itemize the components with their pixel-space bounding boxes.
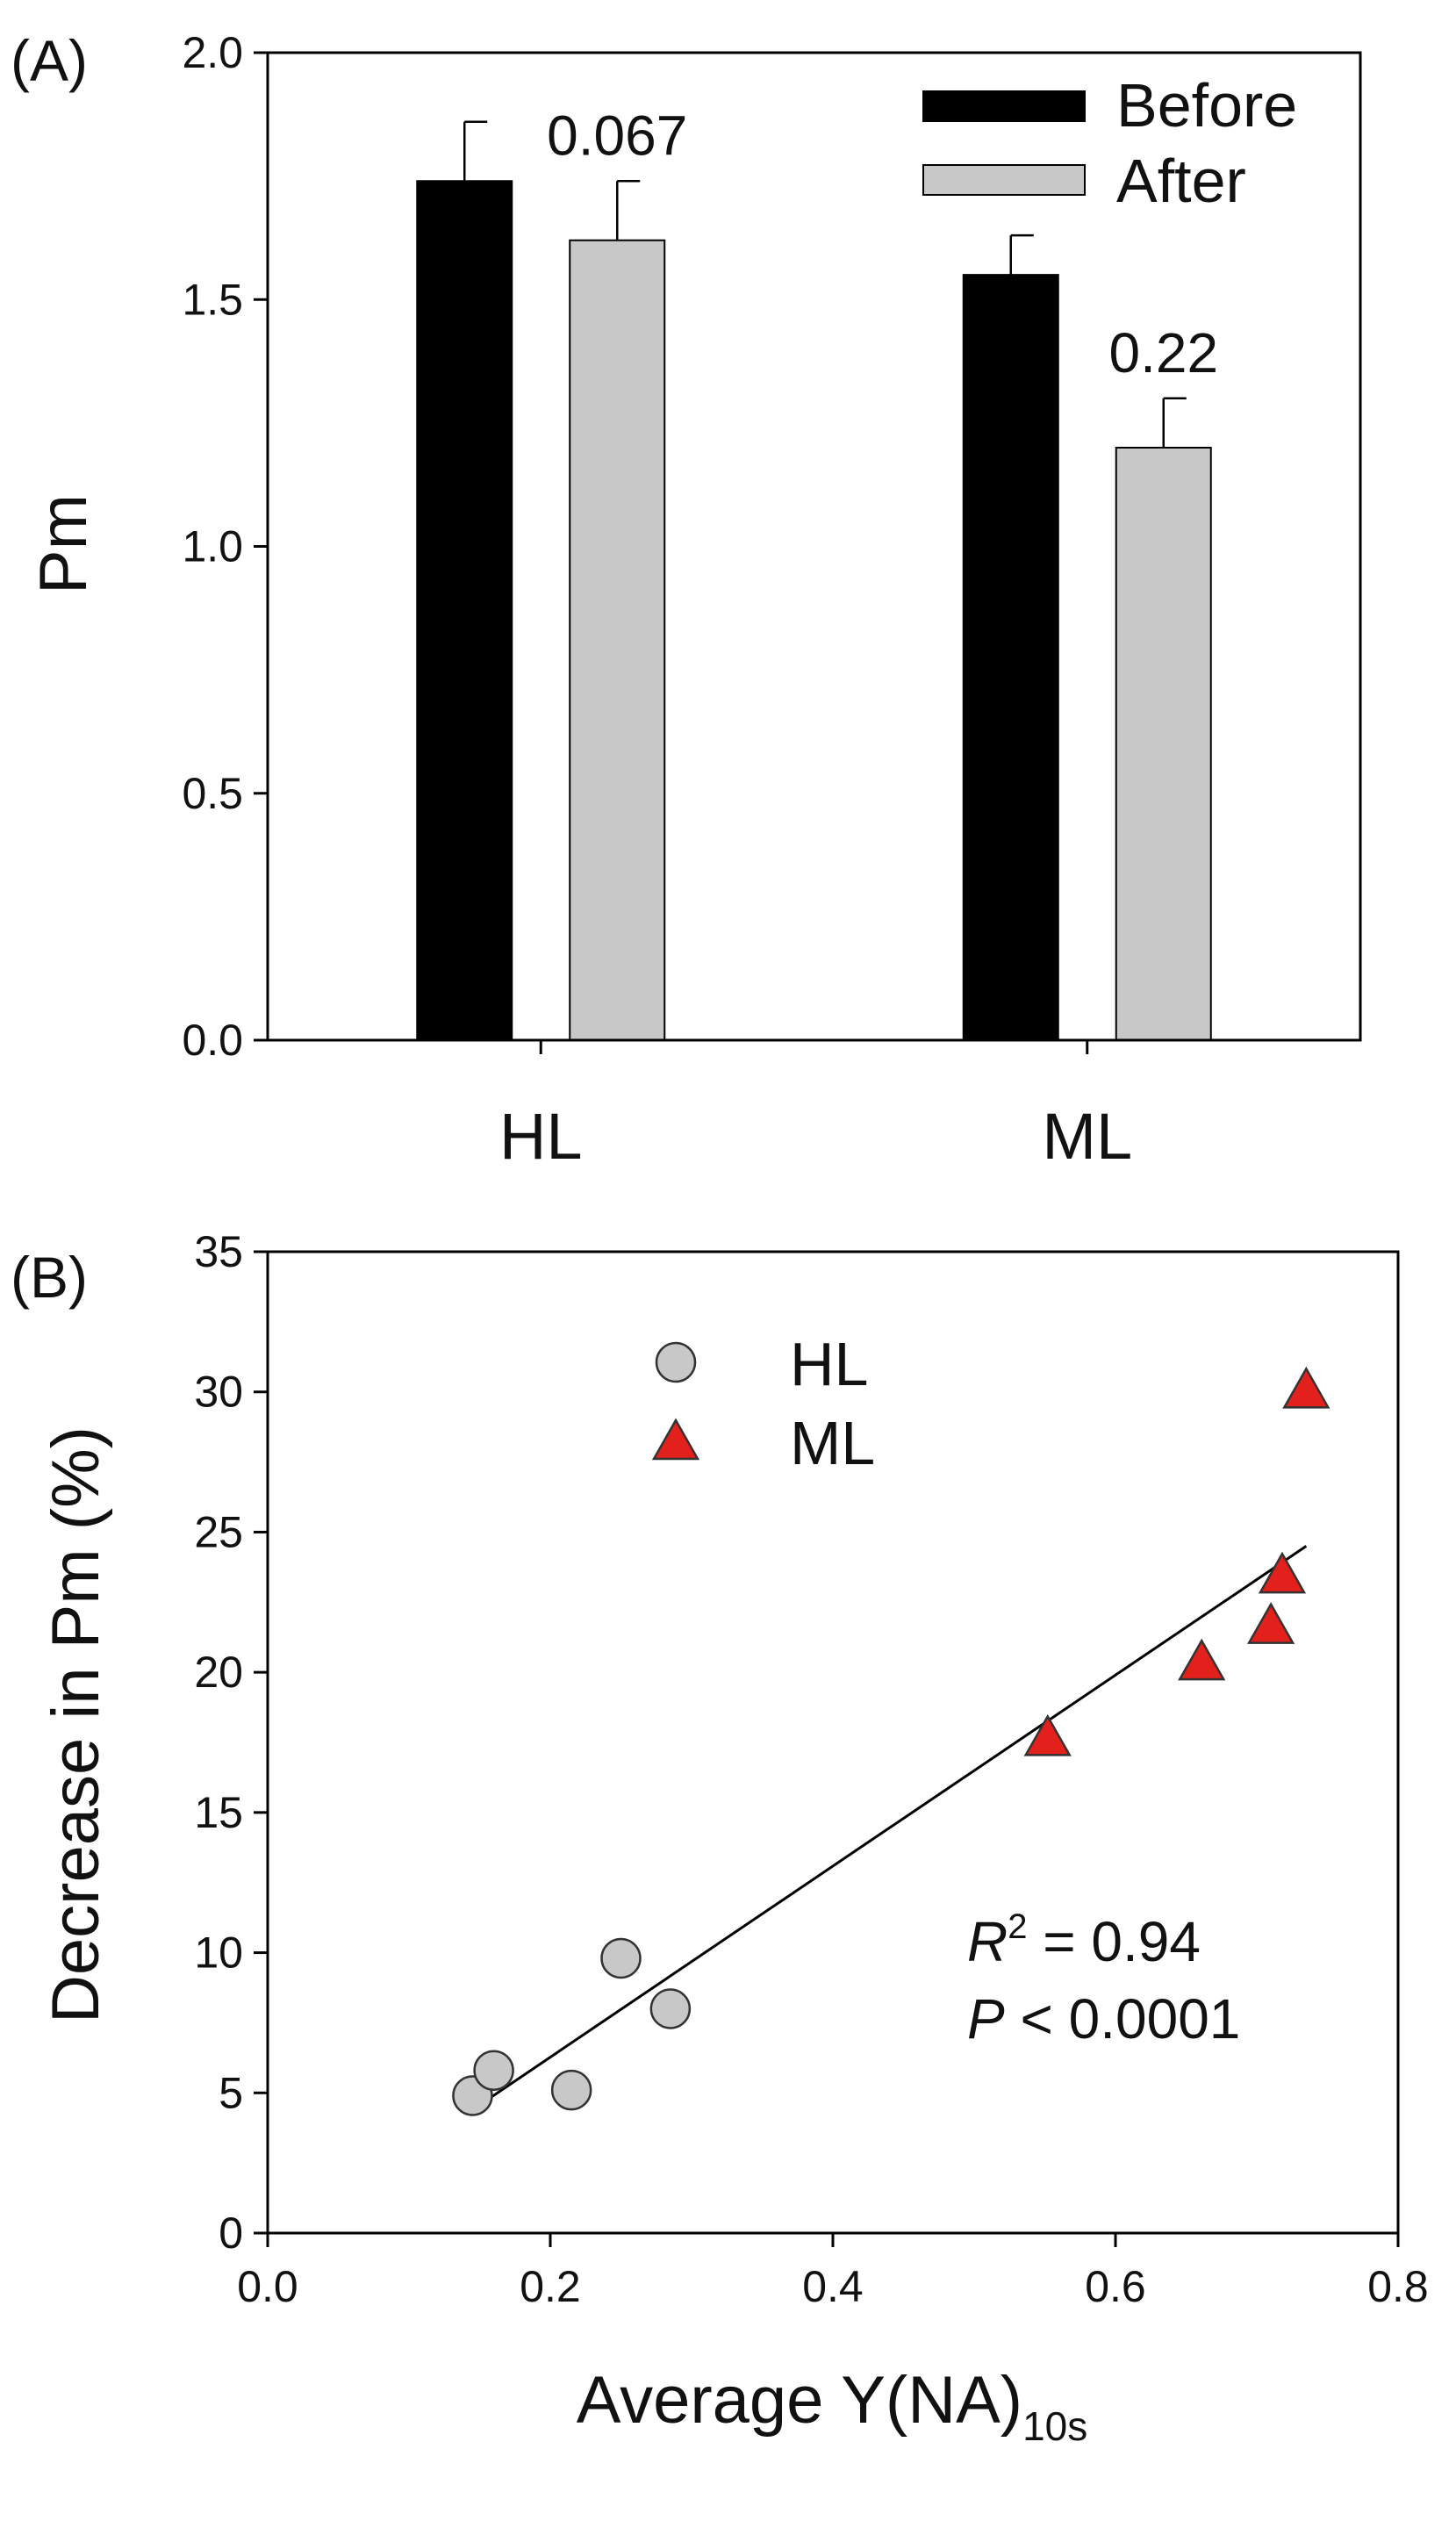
point-ml <box>1246 1602 1295 1644</box>
panel-b-y-tick-label: 35 <box>194 1227 243 1276</box>
point-ml <box>1023 1713 1072 1756</box>
panel-b-x-tick-label: 0.6 <box>1085 2262 1146 2311</box>
panel-a-annotation-ml: 0.22 <box>1108 321 1218 384</box>
panel-b-y-tick-label: 5 <box>219 2068 243 2117</box>
panel-b-y-tick-label: 25 <box>194 1507 243 1556</box>
panel-b-y-tick-label: 0 <box>219 2208 243 2258</box>
panel-a-y-tick-label: 0.0 <box>182 1016 243 1065</box>
legend-marker-hl <box>655 1341 697 1383</box>
panel-a-x-ticks <box>539 1040 1089 1054</box>
panel-b-points <box>452 1366 1330 2116</box>
panel-a-category-ml: ML <box>1042 1100 1132 1173</box>
bar-before-hl <box>416 180 513 1041</box>
point-ml <box>1258 1551 1307 1594</box>
point-ml <box>1282 1366 1330 1409</box>
panel-b-plot-frame <box>266 1250 1400 2235</box>
panel-b-x-ticks: 0.0 0.2 0.4 0.6 0.8 <box>237 2233 1429 2311</box>
panel-a-bars <box>416 180 1212 1041</box>
point-hl <box>600 1937 642 1979</box>
panel-a-y-tick-label: 1.0 <box>182 522 243 571</box>
panel-b-label: (B) <box>11 1245 88 1310</box>
legend-label-after: After <box>1116 147 1246 215</box>
panel-a-y-tick-label: 0.5 <box>182 769 243 818</box>
panel-b-legend: HL ML <box>651 1330 875 1477</box>
panel-a-annotation-hl: 0.067 <box>547 104 687 167</box>
panel-a-legend: Before After <box>922 71 1297 215</box>
panel-a-error-bars <box>463 120 1187 448</box>
panel-b-scatter-chart: (B) Decrease in Pm (%) 0 5 10 15 20 25 30 35 0.… <box>11 1227 1429 2449</box>
panel-a-plot-frame <box>266 51 1362 1042</box>
legend-label-before: Before <box>1116 71 1297 140</box>
panel-b-y-tick-label: 30 <box>194 1368 243 1417</box>
panel-b-x-tick-label: 0.4 <box>802 2262 864 2311</box>
legend-label-hl: HL <box>790 1330 868 1398</box>
panel-b-y-ticks: 0 5 10 15 20 25 30 35 <box>194 1227 268 2258</box>
panel-a-bar-chart: (A) Pm 0.00.51.01.52.0 0.067 0.22 HL ML … <box>11 28 1362 1173</box>
legend-label-ml: ML <box>790 1409 875 1477</box>
panel-a-y-ticks: 0.0 0.5 1.0 1.5 2.0 <box>182 28 268 1065</box>
panel-b-y-tick-label: 10 <box>194 1928 243 1978</box>
panel-b-x-tick-label: 0.0 <box>237 2262 298 2311</box>
legend-swatch-after <box>922 164 1086 196</box>
legend-swatch-before <box>922 90 1086 122</box>
point-hl <box>649 1988 692 2029</box>
panel-b-y-tick-label: 15 <box>194 1788 243 1837</box>
panel-b-x-tick-label: 0.2 <box>520 2262 581 2311</box>
point-hl <box>473 2050 514 2091</box>
bar-after-ml <box>1115 447 1212 1041</box>
panel-a-y-axis-title: Pm <box>26 494 101 594</box>
panel-b-y-tick-label: 20 <box>194 1648 243 1697</box>
point-ml <box>1178 1638 1226 1681</box>
bar-after-hl <box>569 239 666 1041</box>
panel-a-category-hl: HL <box>499 1100 583 1173</box>
bar-before-ml <box>962 274 1059 1041</box>
legend-marker-ml <box>651 1418 700 1461</box>
regression-line <box>471 1545 1308 2111</box>
panel-a-y-tick-label: 2.0 <box>182 28 243 77</box>
panel-b-x-tick-label: 0.8 <box>1367 2262 1429 2311</box>
p-value-text: P < 0.0001 <box>967 1987 1240 2050</box>
r-squared-text: R2 = 0.94 <box>967 1907 1201 1973</box>
panel-b-y-axis-title: Decrease in Pm (%) <box>39 1426 113 2023</box>
panel-a-y-tick-label: 1.5 <box>182 275 243 324</box>
panel-a-label: (A) <box>11 28 88 93</box>
point-hl <box>550 2069 592 2111</box>
panel-b-x-axis-title: Average Y(NA)10s <box>577 2363 1088 2449</box>
